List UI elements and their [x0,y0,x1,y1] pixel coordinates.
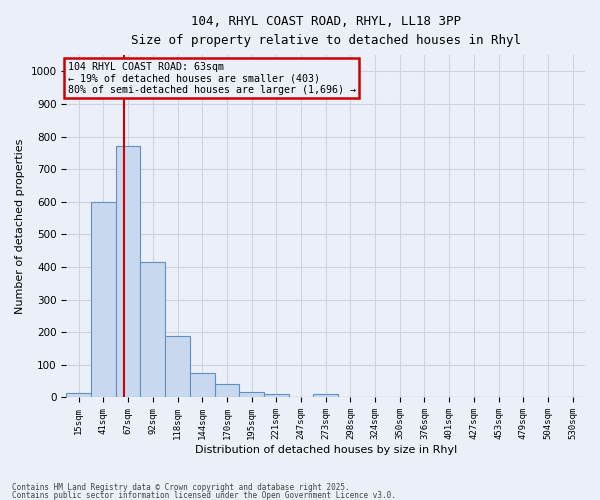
Bar [215,384,239,398]
Bar [91,202,116,398]
Bar [239,392,264,398]
Bar [165,336,190,398]
Title: 104, RHYL COAST ROAD, RHYL, LL18 3PP
Size of property relative to detached house: 104, RHYL COAST ROAD, RHYL, LL18 3PP Siz… [131,15,521,47]
Bar [264,394,289,398]
Y-axis label: Number of detached properties: Number of detached properties [15,138,25,314]
Bar [190,373,215,398]
Text: 104 RHYL COAST ROAD: 63sqm
← 19% of detached houses are smaller (403)
80% of sem: 104 RHYL COAST ROAD: 63sqm ← 19% of deta… [68,62,356,95]
Bar [313,394,338,398]
X-axis label: Distribution of detached houses by size in Rhyl: Distribution of detached houses by size … [194,445,457,455]
Bar [140,262,165,398]
Bar [116,146,140,398]
Bar [67,392,91,398]
Text: Contains public sector information licensed under the Open Government Licence v3: Contains public sector information licen… [12,490,396,500]
Text: Contains HM Land Registry data © Crown copyright and database right 2025.: Contains HM Land Registry data © Crown c… [12,484,350,492]
